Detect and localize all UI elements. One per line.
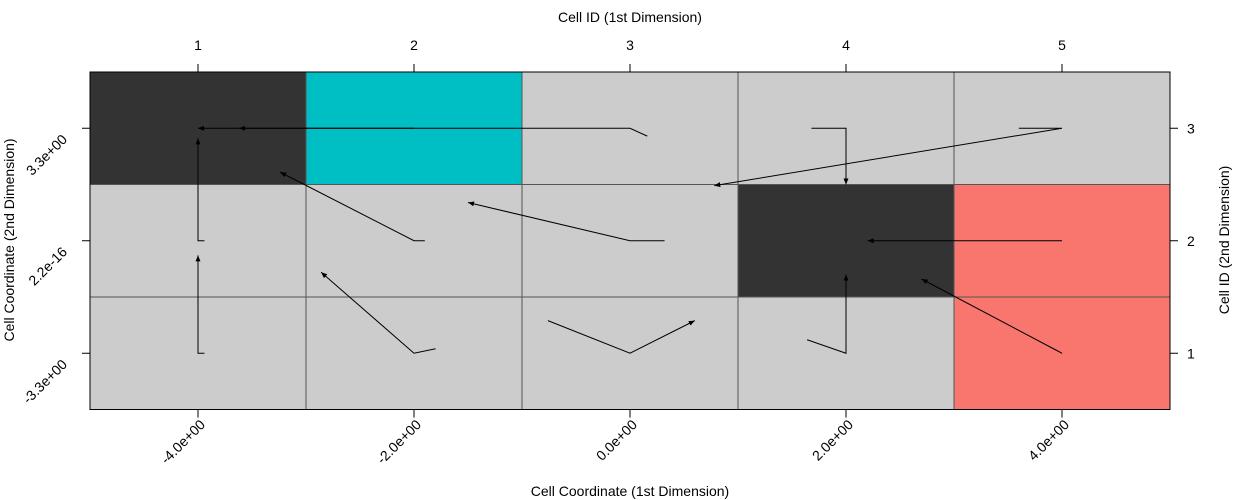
arrow-head [468,201,475,207]
trajectory-line [320,271,436,354]
arrow-head [280,172,287,178]
arrow-head [239,125,246,131]
arrow-head [321,272,328,279]
x-top-axis-label: Cell ID (1st Dimension) [558,9,702,25]
x-top-tick-label: 3 [626,37,634,53]
x-top-tick-label: 5 [1058,37,1066,53]
arrow-head [198,125,204,131]
arrow-head [688,320,695,326]
arrow-head [714,182,721,188]
y-left-tick-label: 2.2e-16 [25,243,70,288]
y-right-axis-label: Cell ID (2nd Dimension) [1216,166,1232,315]
x-bottom-tick-label: 2.0e+00 [809,416,857,464]
x-bottom-tick-label: 4.0e+00 [1025,416,1073,464]
trajectory-line [714,127,1063,187]
x-bottom-axis-label: Cell Coordinate (1st Dimension) [531,483,729,499]
trajectory-line [279,171,425,242]
x-bottom-tick-label: 0.0e+00 [593,416,641,464]
trajectory-line [806,274,847,354]
y-left-axis-label: Cell Coordinate (2nd Dimension) [1,138,17,341]
y-right-tick-label: 2 [1187,233,1195,249]
trajectory-line [197,255,205,354]
x-top-tick-label: 2 [410,37,418,53]
y-left-tick-label: -3.3e+00 [19,356,70,407]
arrow-head [843,274,849,281]
y-right-tick-label: 3 [1187,120,1195,136]
trajectory-line [547,320,696,354]
arrow-head [867,238,874,244]
y-right-tick-label: 1 [1187,345,1195,361]
x-bottom-tick-label: -4.0e+00 [157,416,208,467]
x-bottom-tick-label: -2.0e+00 [373,416,424,467]
x-top-tick-label: 1 [194,37,202,53]
x-top-tick-label: 4 [842,37,850,53]
arrow-head [195,138,201,145]
arrow-head [921,279,929,285]
trajectory-line [467,202,665,242]
trajectory-line [239,127,648,137]
arrow-head [195,255,201,262]
trajectory-line [811,127,847,185]
trajectory-line [921,278,1063,354]
arrow-head [843,178,849,185]
arrows-layer [195,125,1063,354]
y-left-tick-label: 3.3e+00 [23,131,71,179]
trajectory-line [197,138,205,242]
